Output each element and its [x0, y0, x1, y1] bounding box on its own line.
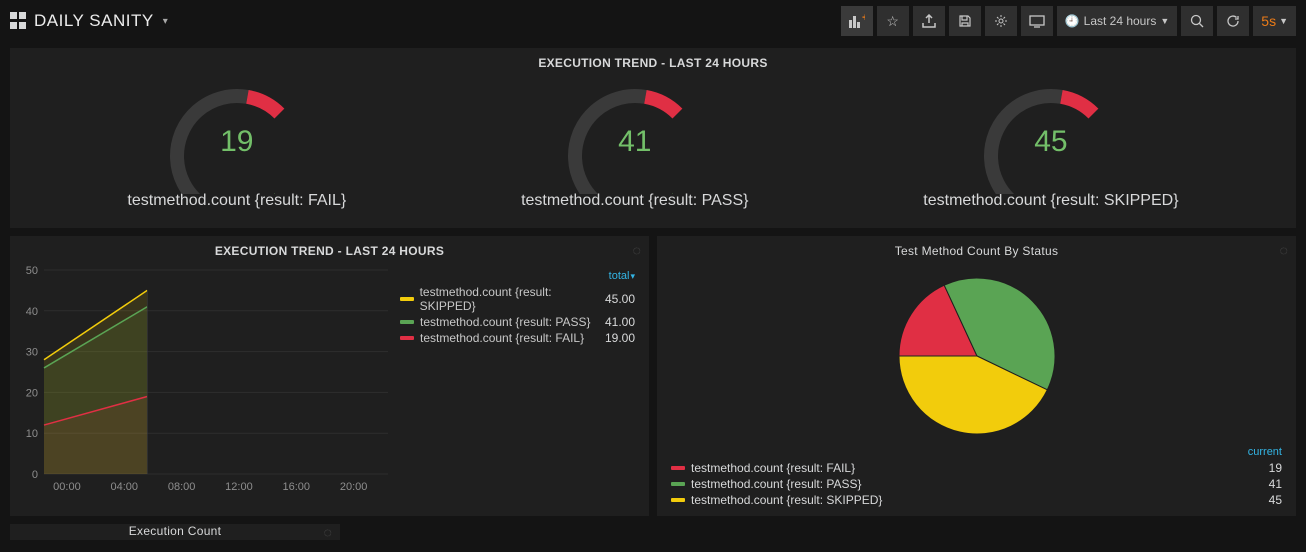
linechart-panel: ◌ EXECUTION TREND - LAST 24 HOURS 0 10 20 3…: [10, 236, 649, 516]
legend-series-value: 45: [1269, 493, 1282, 507]
legend-series-value: 41.00: [605, 315, 635, 329]
legend-series-name: testmethod.count {result: PASS}: [420, 315, 591, 329]
gauge: 45 testmethod.count {result: SKIPPED}: [923, 84, 1178, 210]
refresh-button[interactable]: [1217, 6, 1249, 36]
legend-series-value: 19.00: [605, 331, 635, 345]
legend-series-value: 45.00: [605, 292, 635, 306]
svg-text:12:00: 12:00: [225, 481, 253, 493]
panel-menu-icon[interactable]: ◌: [633, 242, 641, 258]
svg-text:30: 30: [26, 347, 38, 359]
svg-text:10: 10: [26, 428, 38, 440]
linechart-legend: total testmethod.count {result: SKIPPED}…: [394, 266, 641, 508]
pie-chart[interactable]: [877, 271, 1077, 441]
refresh-interval-button[interactable]: 5s ▼: [1253, 6, 1296, 36]
legend-series-value: 19: [1269, 461, 1282, 475]
panel-title: EXECUTION TREND - LAST 24 HOURS: [10, 48, 1296, 74]
clock-icon: 🕘: [1065, 14, 1080, 28]
star-button[interactable]: ☆: [877, 6, 909, 36]
panel-title: Execution Count: [10, 524, 340, 538]
legend-header[interactable]: total: [609, 270, 635, 282]
svg-text:50: 50: [26, 266, 38, 277]
gauge: 19 testmethod.count {result: FAIL}: [127, 84, 346, 210]
gauge-label: testmethod.count {result: FAIL}: [127, 192, 346, 210]
save-button[interactable]: [949, 6, 981, 36]
gauges-panel: EXECUTION TREND - LAST 24 HOURS 19 testme…: [10, 48, 1296, 228]
svg-text:08:00: 08:00: [168, 481, 196, 493]
gauge: 41 testmethod.count {result: PASS}: [521, 84, 748, 210]
dashboard-title[interactable]: DAILY SANITY: [34, 11, 154, 31]
svg-text:40: 40: [26, 306, 38, 318]
gauge-value: 41: [618, 125, 651, 159]
svg-text:04:00: 04:00: [111, 481, 139, 493]
panel-title: Test Method Count By Status: [657, 236, 1296, 262]
refresh-interval-value: 5s: [1261, 13, 1276, 29]
time-range-label: Last 24 hours: [1084, 14, 1157, 28]
time-range-button[interactable]: 🕘 Last 24 hours ▼: [1057, 6, 1178, 36]
svg-text:20: 20: [26, 387, 38, 399]
legend-series-name: testmethod.count {result: FAIL}: [691, 461, 855, 475]
svg-text:+: +: [862, 14, 865, 24]
legend-series-value: 41: [1269, 477, 1282, 491]
panel-title: EXECUTION TREND - LAST 24 HOURS: [10, 236, 649, 262]
legend-series-name: testmethod.count {result: SKIPPED}: [420, 285, 605, 313]
add-panel-button[interactable]: +: [841, 6, 873, 36]
pie-legend: current testmethod.count {result: FAIL} 1…: [671, 446, 1282, 508]
tv-mode-button[interactable]: [1021, 6, 1053, 36]
legend-row[interactable]: testmethod.count {result: SKIPPED}45.00: [400, 284, 635, 314]
legend-row[interactable]: testmethod.count {result: FAIL} 19: [671, 460, 1282, 476]
gauge-label: testmethod.count {result: PASS}: [521, 192, 748, 210]
panel-menu-icon[interactable]: ◌: [324, 524, 332, 540]
svg-text:00:00: 00:00: [53, 481, 81, 493]
chevron-down-icon: ▼: [1160, 16, 1169, 26]
legend-header[interactable]: current: [1248, 446, 1282, 458]
legend-series-name: testmethod.count {result: PASS}: [691, 477, 862, 491]
svg-text:16:00: 16:00: [283, 481, 311, 493]
gauge-value: 45: [1034, 125, 1067, 159]
zoom-out-button[interactable]: [1181, 6, 1213, 36]
topbar: DAILY SANITY ▾ + ☆ 🕘 Last 24 hours ▼: [0, 0, 1306, 42]
legend-row[interactable]: testmethod.count {result: SKIPPED} 45: [671, 492, 1282, 508]
gauge-value: 19: [220, 125, 253, 159]
execution-count-panel: ◌ Execution Count: [10, 524, 340, 540]
gauge-label: testmethod.count {result: SKIPPED}: [923, 192, 1178, 210]
legend-row[interactable]: testmethod.count {result: PASS} 41.00: [400, 314, 635, 330]
topbar-right: + ☆ 🕘 Last 24 hours ▼ 5s ▼: [841, 6, 1296, 36]
pie-panel: ◌ Test Method Count By Status current te…: [657, 236, 1296, 516]
topbar-left: DAILY SANITY ▾: [10, 11, 168, 31]
svg-text:0: 0: [32, 469, 38, 481]
settings-button[interactable]: [985, 6, 1017, 36]
dashboard-grid-icon[interactable]: [10, 12, 28, 30]
line-chart[interactable]: 0 10 20 30 40 50 00:00 04:00 08:00 12:00 16:00 20:0…: [14, 266, 394, 496]
chevron-down-icon: ▼: [1279, 16, 1288, 26]
svg-text:20:00: 20:00: [340, 481, 368, 493]
legend-row[interactable]: testmethod.count {result: PASS} 41: [671, 476, 1282, 492]
legend-row[interactable]: testmethod.count {result: FAIL} 19.00: [400, 330, 635, 346]
panel-menu-icon[interactable]: ◌: [1280, 242, 1288, 258]
legend-series-name: testmethod.count {result: SKIPPED}: [691, 493, 882, 507]
chevron-down-icon[interactable]: ▾: [163, 16, 168, 27]
legend-series-name: testmethod.count {result: FAIL}: [420, 331, 584, 345]
share-button[interactable]: [913, 6, 945, 36]
